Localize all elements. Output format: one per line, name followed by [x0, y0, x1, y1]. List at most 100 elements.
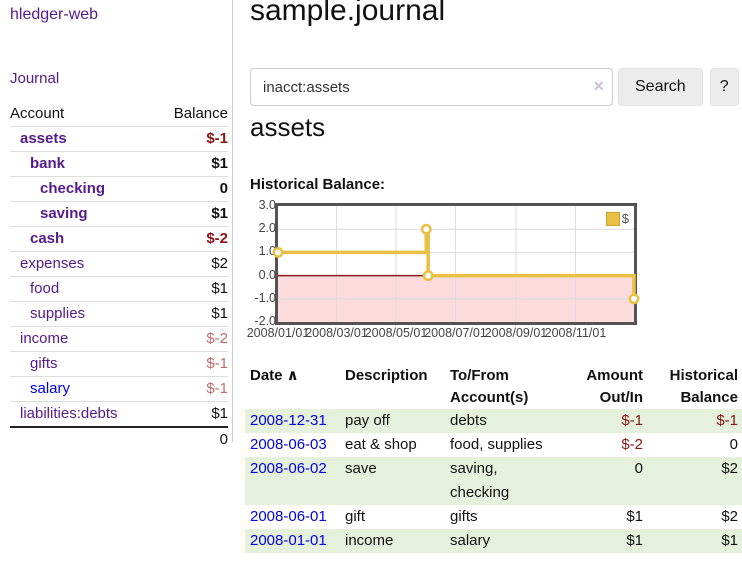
account-row-saving: saving $1: [10, 201, 228, 226]
account-balance: $1: [211, 205, 228, 222]
transaction-description: income: [345, 532, 394, 549]
account-link[interactable]: expenses: [20, 255, 85, 272]
account-link[interactable]: gifts: [30, 355, 58, 372]
transaction-date-link[interactable]: 2008-06-01: [250, 508, 327, 525]
account-balance: $-1: [206, 130, 228, 147]
y-axis-tick-label: 3.0: [258, 198, 276, 212]
y-axis-tick-label: -1.0: [254, 290, 276, 305]
sidebar-item-journal[interactable]: Journal: [10, 70, 60, 87]
transaction-balance: $1: [721, 532, 738, 549]
account-link[interactable]: cash: [30, 230, 65, 247]
transaction-date-link[interactable]: 2008-06-03: [250, 436, 327, 453]
accounts-total-value: 0: [219, 431, 228, 448]
transaction-accounts: salary: [450, 532, 491, 549]
account-row-liabilities-debts: liabilities:debts $1: [10, 401, 228, 426]
y-axis-tick-label: 2.0: [258, 221, 276, 236]
accounts-header-balance: Balance: [173, 105, 228, 122]
register-row: 2008-06-03 eat & shop food, supplies $-2 0: [245, 433, 742, 457]
account-link[interactable]: bank: [30, 155, 66, 172]
account-balance: $1: [211, 155, 228, 172]
register-row: 2008-12-31 pay off debts $-1 $-1: [245, 409, 742, 433]
account-balance: $1: [211, 305, 228, 322]
transaction-amount: $1: [626, 508, 643, 525]
account-balance: $-2: [206, 330, 228, 347]
account-link[interactable]: supplies: [30, 305, 86, 322]
account-row-assets: assets $-1: [10, 126, 228, 151]
account-row-cash: cash $-2: [10, 226, 228, 251]
accounts-table-header: Account Balance: [10, 102, 228, 126]
search-input[interactable]: [250, 68, 613, 106]
account-row-income: income $-2: [10, 326, 228, 351]
register-header-tofrom: To/From Account(s): [450, 367, 529, 406]
account-balance: $-1: [206, 355, 228, 372]
account-row-gifts: gifts $-1: [10, 351, 228, 376]
sort-ascending-icon[interactable]: ∧: [282, 367, 299, 384]
search-box: ×: [250, 68, 613, 106]
transaction-date-link[interactable]: 2008-06-02: [250, 460, 327, 477]
transaction-date-link[interactable]: 2008-12-31: [250, 412, 327, 429]
accounts-total-row: 0: [10, 426, 228, 452]
transaction-description: eat & shop: [345, 436, 417, 453]
accounts-header-account: Account: [10, 105, 65, 122]
account-link[interactable]: food: [30, 280, 60, 297]
transaction-accounts: gifts: [450, 508, 478, 525]
transaction-balance: 0: [729, 436, 738, 453]
chart-legend: $: [605, 211, 629, 226]
register-row: 2008-06-02 save saving, checking 0 $2: [245, 457, 742, 505]
transaction-description: gift: [345, 508, 366, 525]
account-row-checking: checking 0: [10, 176, 228, 201]
transaction-accounts: saving, checking: [450, 460, 510, 501]
y-axis-tick-label: 0.0: [258, 267, 276, 282]
x-axis-tick-label: 2008/01/01: [246, 326, 310, 340]
register-row: 2008-01-01 income salary $1 $1: [245, 529, 742, 553]
account-balance: $2: [211, 255, 228, 272]
y-axis-tick-label: -2.0: [254, 314, 276, 328]
register-header-amount: Amount Out/In: [586, 367, 643, 406]
x-axis-tick-label: 2008/07/01: [424, 326, 487, 340]
search-form: × Search ?: [250, 68, 742, 106]
transaction-description: pay off: [345, 412, 390, 429]
help-button[interactable]: ?: [709, 68, 739, 106]
account-link[interactable]: income: [20, 330, 69, 347]
historical-balance-chart: 3.0 2.0 1.0 0.0 -1.0 -2.0 $ 2008/01/01 2008/03…: [247, 198, 742, 350]
register-header-historical: Historical Balance: [669, 367, 738, 406]
account-link[interactable]: checking: [40, 180, 106, 197]
account-link[interactable]: saving: [40, 205, 88, 222]
register-header-date[interactable]: Date ∧: [250, 367, 299, 384]
account-balance: 0: [219, 180, 228, 197]
page-title: sample.journal: [250, 0, 446, 27]
chart-plot-area: $: [272, 203, 640, 325]
transaction-accounts: debts: [450, 412, 487, 429]
brand-link[interactable]: hledger-web: [10, 6, 99, 23]
transaction-amount: $-1: [621, 412, 643, 429]
account-row-bank: bank $1: [10, 151, 228, 176]
legend-swatch-icon: [605, 211, 620, 226]
search-button[interactable]: Search: [618, 68, 703, 106]
x-axis-tick-label: 2008/03/01: [305, 326, 368, 340]
register-table: Date ∧ Description To/From Account(s) Amou…: [245, 365, 742, 553]
transaction-balance: $-1: [716, 412, 738, 429]
transaction-accounts: food, supplies: [450, 436, 543, 453]
register-row: 2008-06-01 gift gifts $1 $2: [245, 505, 742, 529]
x-axis-tick-label: 2008/09/01: [484, 326, 548, 340]
clear-search-icon[interactable]: ×: [593, 76, 604, 96]
transaction-date-link[interactable]: 2008-01-01: [250, 532, 327, 549]
account-row-food: food $1: [10, 276, 228, 301]
legend-label: $: [621, 211, 629, 226]
transaction-balance: $2: [721, 508, 738, 525]
account-balance: $-2: [206, 230, 228, 247]
account-heading: assets: [250, 112, 326, 142]
account-row-expenses: expenses $2: [10, 251, 228, 276]
account-link[interactable]: assets: [20, 130, 67, 147]
account-balance: $1: [211, 405, 228, 422]
x-axis-tick-label: 2008/05/01: [364, 326, 428, 340]
register-header-row: Date ∧ Description To/From Account(s) Amou…: [245, 365, 742, 409]
account-link[interactable]: liabilities:debts: [20, 405, 118, 422]
transaction-balance: $2: [721, 460, 738, 477]
account-link[interactable]: salary: [30, 380, 71, 397]
x-axis-tick-label: 2008/11/01: [544, 326, 607, 340]
y-axis-tick-label: 1.0: [258, 244, 276, 259]
transaction-amount: 0: [634, 460, 643, 477]
transaction-amount: $-2: [621, 436, 643, 453]
